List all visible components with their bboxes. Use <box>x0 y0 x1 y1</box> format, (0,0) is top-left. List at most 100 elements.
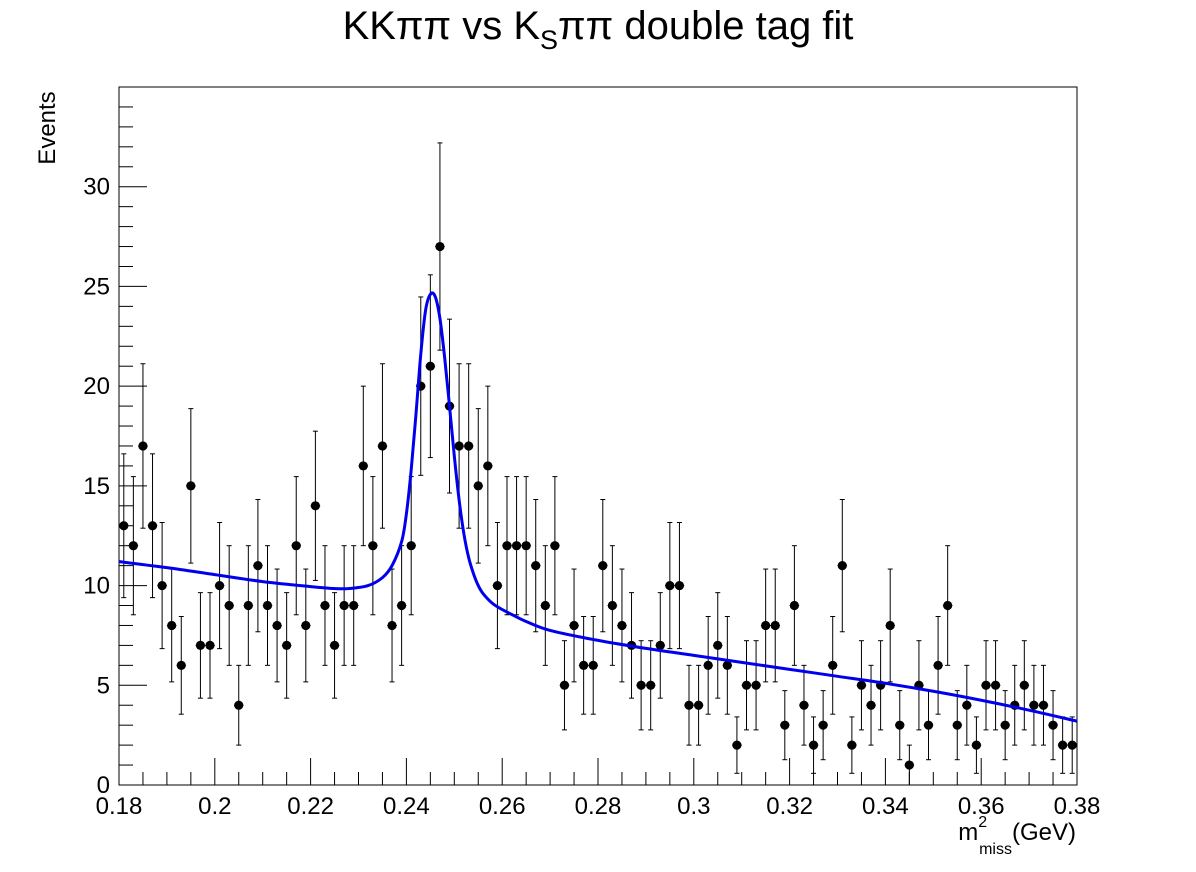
data-point <box>885 620 895 631</box>
data-point <box>511 541 522 551</box>
data-point <box>1058 740 1068 750</box>
data-point <box>483 461 493 471</box>
data-point <box>339 600 349 611</box>
data-point <box>387 620 397 631</box>
data-point <box>253 561 263 571</box>
x-tick-label: 0.34 <box>862 793 909 820</box>
data-point <box>722 660 732 670</box>
data-point <box>243 600 253 611</box>
data-point <box>559 680 570 690</box>
data-point <box>866 700 876 710</box>
data-point <box>282 640 292 651</box>
data-point <box>847 740 857 750</box>
x-axis-label: m2 miss(GeV) <box>958 814 1076 858</box>
data-point <box>291 541 301 551</box>
data-point <box>406 541 416 551</box>
data-point <box>435 241 445 252</box>
data-point <box>598 561 608 571</box>
data-point <box>358 461 368 471</box>
data-point <box>425 361 435 371</box>
data-point <box>224 600 234 611</box>
data-point <box>377 441 388 451</box>
data-point <box>119 521 129 531</box>
x-tick-label: 0.22 <box>287 793 334 820</box>
data-point <box>579 660 589 670</box>
data-point <box>818 720 828 730</box>
data-point <box>349 600 359 611</box>
data-point <box>329 640 340 651</box>
data-point <box>540 600 550 611</box>
x-axis-label-superscript: 2 <box>978 814 988 831</box>
x-tick-label: 0.18 <box>96 793 143 820</box>
data-point <box>167 620 177 631</box>
data-point <box>856 680 867 690</box>
data-point <box>214 580 225 591</box>
x-axis-label-symbol: m <box>958 819 979 846</box>
data-point <box>310 501 320 511</box>
data-point <box>1067 740 1077 750</box>
data-point <box>617 620 627 631</box>
data-point <box>301 620 311 631</box>
data-point <box>262 600 273 611</box>
chart-title-tail: ππ double tag fit <box>558 4 854 48</box>
chart-title-subscript: S <box>540 25 559 55</box>
plot-frame <box>118 86 1078 786</box>
data-point <box>713 640 723 651</box>
data-point <box>895 720 905 730</box>
data-point <box>1000 720 1010 730</box>
x-axis-label-subscript: miss <box>979 840 1012 858</box>
x-tick-label: 0.3 <box>677 793 710 820</box>
x-tick-label: 0.26 <box>479 793 526 820</box>
data-point <box>234 700 244 710</box>
data-point <box>770 620 780 631</box>
data-point <box>674 580 685 591</box>
data-point <box>205 640 215 651</box>
data-point <box>607 600 617 611</box>
y-tick-label: 10 <box>83 573 110 600</box>
data-point <box>176 660 186 670</box>
data-point <box>464 441 474 451</box>
chart-title: KKππ vs KSππ double tag fit <box>0 4 1196 56</box>
data-point <box>943 600 953 611</box>
data-point <box>1029 700 1039 710</box>
data-point <box>962 700 972 710</box>
fit-curve <box>118 291 1078 723</box>
y-tick-label: 30 <box>83 174 110 201</box>
x-tick-label: 0.32 <box>766 793 813 820</box>
x-tick-label: 0.2 <box>198 793 231 820</box>
data-point <box>761 620 771 631</box>
x-tick-label: 0.24 <box>383 793 430 820</box>
chart-title-main: KKππ vs K <box>342 4 541 48</box>
data-point <box>1048 720 1058 730</box>
data-point <box>684 700 694 710</box>
data-point <box>751 680 761 690</box>
data-point <box>195 640 206 651</box>
data-point <box>1038 700 1049 710</box>
y-tick-label: 25 <box>83 273 110 300</box>
data-point <box>157 580 167 591</box>
x-axis-label-unit: (GeV) <box>1011 819 1076 846</box>
data-point <box>808 740 819 750</box>
data-point <box>981 680 991 690</box>
data-point <box>837 561 847 571</box>
data-point <box>780 720 790 730</box>
data-point <box>454 441 464 451</box>
data-point <box>1019 680 1029 690</box>
data-point <box>646 680 656 690</box>
data-point <box>147 521 158 531</box>
data-point <box>655 640 665 651</box>
data-point <box>569 620 579 631</box>
data-point <box>799 700 809 710</box>
data-point <box>990 680 1001 690</box>
data-point <box>732 740 742 750</box>
data-point <box>138 441 148 451</box>
data-point <box>741 680 752 690</box>
data-point <box>923 720 934 730</box>
data-point <box>933 660 943 670</box>
data-point <box>665 580 675 591</box>
data-point <box>128 541 138 551</box>
data-point <box>588 660 598 670</box>
data-point <box>550 541 560 551</box>
y-tick-label: 5 <box>97 672 110 699</box>
